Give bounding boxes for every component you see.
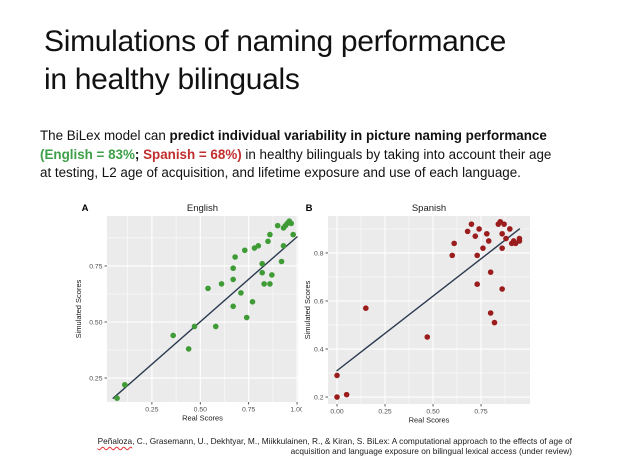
svg-text:Spanish: Spanish <box>412 203 446 214</box>
scatter-chart-spanish: 0.00 0.25 0.50 0.75 0.2 0.4 0.6 0.8 Spanish B Real… <box>297 200 533 435</box>
svg-text:0.75: 0.75 <box>242 407 255 414</box>
citation-author-misspelled: Peñaloza <box>97 436 133 446</box>
svg-text:0.00: 0.00 <box>330 409 343 416</box>
svg-text:0.6: 0.6 <box>314 298 324 305</box>
spanish-accuracy-stat: Spanish = 68%) <box>143 146 242 162</box>
svg-text:0.75: 0.75 <box>89 263 102 270</box>
citation: Peñaloza, C., Grasemann, U., Dekhtyar, M… <box>60 436 572 457</box>
body-line-1: The BiLex model can predict individual v… <box>40 127 620 146</box>
chart-canvas-spanish: 0.00 0.25 0.50 0.75 0.2 0.4 0.6 0.8 Spanish B Real… <box>303 203 530 425</box>
title-line-1: Simulations of naming performance <box>44 25 506 58</box>
chart-canvas-english: 0.25 0.50 0.75 1.00 0.25 0.50 0.75 English A Real… <box>74 203 304 423</box>
svg-text:0.25: 0.25 <box>89 375 102 382</box>
svg-text:Real Scores: Real Scores <box>409 416 450 425</box>
english-accuracy-stat: (English = 83% <box>40 146 135 162</box>
body-paragraph: The BiLex model can predict individual v… <box>40 127 620 183</box>
paragraph-intro: The BiLex model can <box>40 128 170 143</box>
stat-separator: ; <box>134 146 144 162</box>
svg-text:English: English <box>187 203 218 214</box>
svg-text:0.25: 0.25 <box>145 407 158 414</box>
paragraph-line3: at testing, L2 age of acquisition, and l… <box>40 165 521 181</box>
page-title: Simulations of naming performance in heal… <box>44 23 506 98</box>
scatter-chart-english: 0.25 0.50 0.75 1.00 0.25 0.50 0.75 English A Real… <box>66 200 304 435</box>
svg-text:1.00: 1.00 <box>290 407 302 414</box>
svg-text:0.8: 0.8 <box>314 250 324 257</box>
paragraph-bold-claim: predict individual variability in pictur… <box>169 128 547 143</box>
svg-text:Real Scores: Real Scores <box>182 414 223 423</box>
citation-line1-rest: , C., Grasemann, U., Dekhtyar, M., Miikk… <box>132 436 572 446</box>
svg-text:B: B <box>306 203 313 214</box>
svg-text:0.25: 0.25 <box>378 409 391 416</box>
body-line-2: (English = 83%; Spanish = 68%) in health… <box>40 146 620 165</box>
citation-line2: acquisition and language exposure on bil… <box>290 446 572 457</box>
svg-text:0.50: 0.50 <box>194 407 207 414</box>
svg-text:0.4: 0.4 <box>314 346 324 353</box>
svg-text:Simulated Scores: Simulated Scores <box>303 280 312 339</box>
svg-text:A: A <box>82 203 89 214</box>
svg-text:0.50: 0.50 <box>89 319 102 326</box>
body-line-3: at testing, L2 age of acquisition, and l… <box>40 164 620 183</box>
paragraph-line2-rest: in healthy bilinguals by taking into acc… <box>241 146 552 162</box>
svg-text:0.75: 0.75 <box>474 409 487 416</box>
title-line-2: in healthy bilinguals <box>44 62 300 96</box>
svg-text:Simulated Scores: Simulated Scores <box>74 279 83 338</box>
svg-text:0.2: 0.2 <box>314 394 324 401</box>
svg-text:0.50: 0.50 <box>426 409 439 416</box>
